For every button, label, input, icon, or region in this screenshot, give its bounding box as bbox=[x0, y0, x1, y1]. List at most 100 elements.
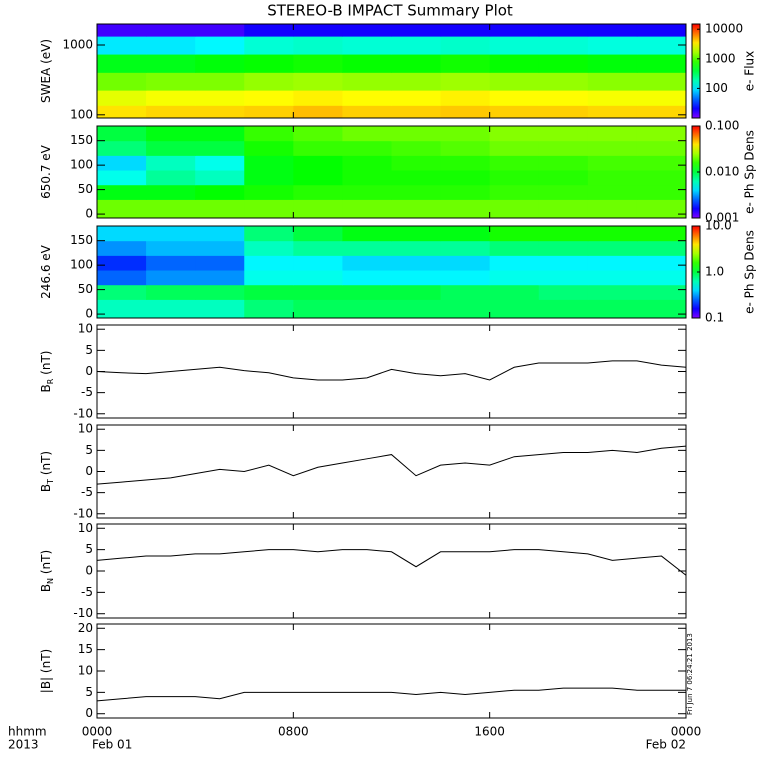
heatmap-cell bbox=[391, 240, 442, 256]
heatmap-cell bbox=[636, 140, 687, 156]
heatmap-cell bbox=[538, 226, 589, 242]
heatmap-cell bbox=[146, 126, 196, 142]
heatmap-cell bbox=[636, 155, 687, 171]
heatmap-cell bbox=[489, 284, 540, 300]
heatmap-cell bbox=[97, 90, 147, 106]
heatmap-cell bbox=[587, 126, 638, 142]
date-label: Feb 01 bbox=[92, 738, 132, 752]
y-tick-label: 15 bbox=[78, 642, 93, 656]
y-tick-label: 50 bbox=[78, 282, 93, 296]
colorbar bbox=[691, 23, 701, 119]
heatmap-cell bbox=[244, 126, 294, 142]
heatmap-cell bbox=[489, 126, 540, 142]
heatmap-cell bbox=[636, 199, 687, 219]
heatmap-cell bbox=[587, 299, 638, 319]
heatmap-cell bbox=[195, 90, 245, 106]
colorbar-label: e- Flux bbox=[743, 51, 757, 91]
heatmap-cell bbox=[391, 155, 442, 171]
heatmap-cell bbox=[587, 72, 638, 91]
heatmap-cell bbox=[636, 184, 687, 200]
heatmap-cell bbox=[342, 140, 392, 156]
heatmap-cell bbox=[244, 140, 294, 156]
colorbar-tick-label: 1000 bbox=[705, 51, 736, 65]
heatmap-cell bbox=[293, 199, 343, 219]
heatmap-cell bbox=[587, 270, 638, 286]
y-tick-label: 100 bbox=[70, 158, 93, 172]
heatmap-cell bbox=[391, 90, 442, 106]
x-tick-label: 0000 bbox=[671, 725, 702, 739]
colorbar-tick-label: 0.1 bbox=[705, 311, 724, 325]
y-tick-label: -5 bbox=[81, 385, 93, 399]
heatmap-cell bbox=[440, 284, 491, 300]
y-axis-label-part: (nT) bbox=[39, 550, 53, 578]
heatmap-cell bbox=[587, 170, 638, 186]
heatmap-cell bbox=[391, 24, 442, 37]
heatmap-cell bbox=[391, 54, 442, 73]
heatmap-cell bbox=[587, 36, 638, 55]
timestamp: Fri Jun 7 06:24:21 2013 bbox=[686, 633, 694, 715]
heatmap-cell bbox=[489, 299, 540, 319]
heatmap-cell bbox=[146, 72, 196, 91]
colorbar-tick-label: 10000 bbox=[705, 22, 743, 36]
heatmap-cell bbox=[146, 54, 196, 73]
heatmap-cell bbox=[587, 199, 638, 219]
y-axis-label: 650.7 eV bbox=[39, 144, 53, 199]
heatmap-cell bbox=[146, 255, 196, 271]
heatmap-cell bbox=[538, 54, 589, 73]
heatmap-cell bbox=[636, 36, 687, 55]
heatmap-cell bbox=[195, 299, 245, 319]
y-tick-label: -10 bbox=[73, 606, 93, 620]
y-axis-label: |B| (nT) bbox=[39, 649, 53, 693]
heatmap-cell bbox=[97, 270, 147, 286]
heatmap-cell bbox=[538, 140, 589, 156]
y-tick-label: -10 bbox=[73, 406, 93, 420]
heatmap-cell bbox=[636, 284, 687, 300]
heatmap-cell bbox=[195, 184, 245, 200]
heatmap-cell bbox=[293, 36, 343, 55]
heatmap-cell bbox=[146, 199, 196, 219]
heatmap-cell bbox=[636, 90, 687, 106]
heatmap-cell bbox=[195, 72, 245, 91]
heatmap-cell bbox=[293, 140, 343, 156]
heatmap-cell bbox=[146, 155, 196, 171]
heatmap-cell bbox=[293, 255, 343, 271]
heatmap-cell bbox=[440, 240, 491, 256]
heatmap-cell bbox=[244, 284, 294, 300]
y-tick-label: 100 bbox=[70, 107, 93, 121]
heatmap-cell bbox=[538, 155, 589, 171]
heatmap-cell bbox=[97, 72, 147, 91]
heatmap-cell bbox=[195, 199, 245, 219]
heatmap-cell bbox=[391, 226, 442, 242]
x-tick-label: 0800 bbox=[278, 725, 309, 739]
heatmap-cell bbox=[489, 90, 540, 106]
heatmap-cell bbox=[538, 170, 589, 186]
heatmap-cell bbox=[538, 126, 589, 142]
colorbar-tick-label: 10.0 bbox=[705, 219, 732, 233]
y-axis-label-part: N bbox=[46, 578, 55, 584]
heatmap-cell bbox=[587, 240, 638, 256]
heatmap-cell bbox=[538, 299, 589, 319]
panel-frame bbox=[96, 623, 687, 719]
heatmap-cell bbox=[342, 126, 392, 142]
heatmap-cell bbox=[440, 24, 491, 37]
line bbox=[96, 445, 687, 485]
heatmap-cell bbox=[440, 184, 491, 200]
heatmap-cell bbox=[244, 255, 294, 271]
heatmap-cell bbox=[342, 24, 392, 37]
heatmap-cell bbox=[97, 255, 147, 271]
heatmap-cell bbox=[244, 299, 294, 319]
y-tick-label: 5 bbox=[85, 343, 93, 357]
heatmap-cell bbox=[587, 155, 638, 171]
heatmap-cell bbox=[538, 255, 589, 271]
heatmap-cell bbox=[97, 240, 147, 256]
heatmap-cell bbox=[97, 170, 147, 186]
heatmap-cell bbox=[293, 105, 343, 119]
heatmap-cell bbox=[342, 184, 392, 200]
heatmap-cell bbox=[587, 90, 638, 106]
heatmap-cell bbox=[293, 226, 343, 242]
panel-frame bbox=[96, 523, 687, 619]
plot-title: STEREO-B IMPACT Summary Plot bbox=[267, 2, 513, 20]
heatmap-cell bbox=[146, 36, 196, 55]
y-axis-label-part: T bbox=[46, 479, 55, 485]
heatmap-cell bbox=[195, 284, 245, 300]
